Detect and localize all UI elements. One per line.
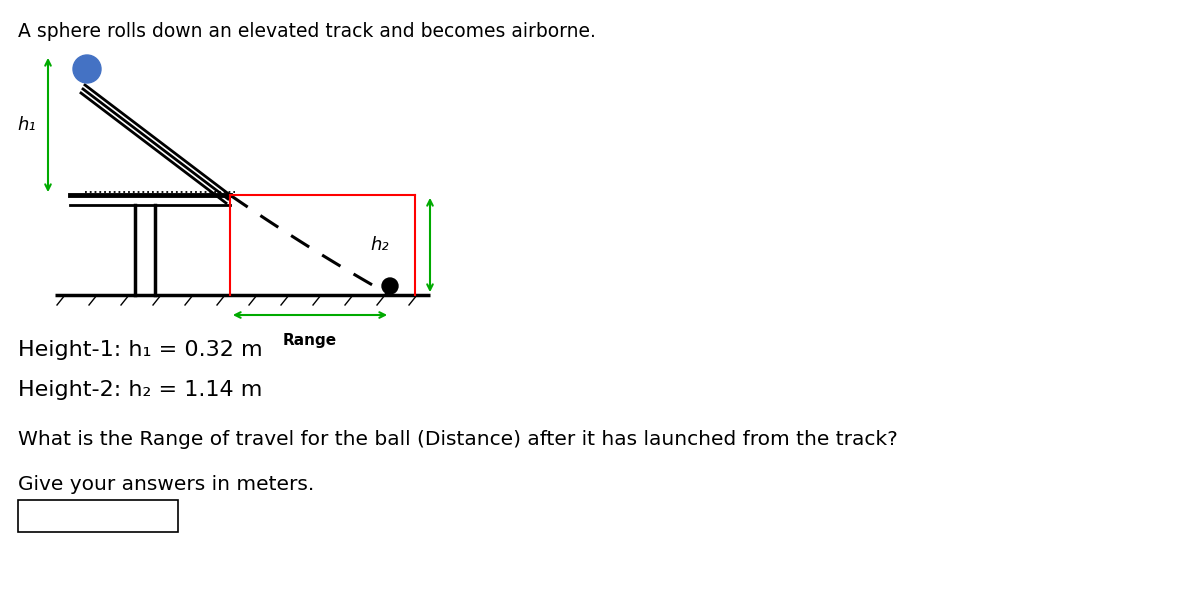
Circle shape <box>73 55 101 83</box>
Text: h₂: h₂ <box>370 236 389 254</box>
Text: What is the Range of travel for the ball (Distance) after it has launched from t: What is the Range of travel for the ball… <box>18 430 898 449</box>
Circle shape <box>382 278 398 294</box>
Text: Height-2: h₂ = 1.14 m: Height-2: h₂ = 1.14 m <box>18 380 263 400</box>
Text: Give your answers in meters.: Give your answers in meters. <box>18 475 314 494</box>
Text: Range: Range <box>283 333 337 348</box>
Text: h₁: h₁ <box>17 116 36 134</box>
Bar <box>18 500 178 532</box>
Text: Height-1: h₁ = 0.32 m: Height-1: h₁ = 0.32 m <box>18 340 263 360</box>
Text: A sphere rolls down an elevated track and becomes airborne.: A sphere rolls down an elevated track an… <box>18 22 596 41</box>
